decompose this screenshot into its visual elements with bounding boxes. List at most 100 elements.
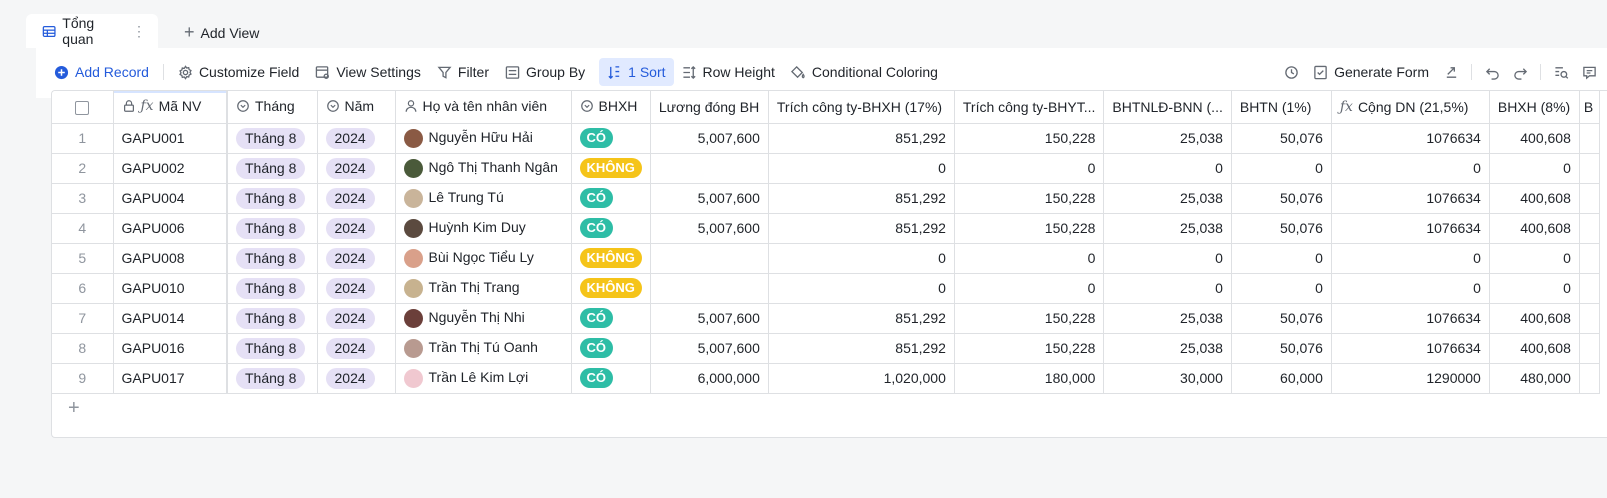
cell-bhxh[interactable]: KHÔNG	[571, 153, 651, 184]
row-number[interactable]: 5	[52, 243, 114, 274]
select-all-cell[interactable]	[52, 91, 114, 124]
cell-thang[interactable]: Tháng 8	[227, 333, 318, 364]
tab-tong-quan[interactable]: Tổng quan ⋮	[26, 14, 158, 48]
cell-thang[interactable]: Tháng 8	[227, 213, 318, 244]
cell-nam[interactable]: 2024	[317, 123, 396, 154]
cell-cty-bhxh[interactable]: 851,292	[768, 123, 955, 154]
cell-ma-nv[interactable]: GAPU004	[113, 183, 228, 214]
cell-cty-bhxh[interactable]: 851,292	[768, 333, 955, 364]
cell-ho-ten[interactable]: Trần Thị Tú Oanh	[395, 333, 572, 364]
cell-cty-bhxh[interactable]: 0	[768, 153, 955, 184]
search-records-button[interactable]	[1547, 58, 1575, 86]
cell-cong-dn[interactable]: 1076634	[1331, 123, 1490, 154]
add-record-button[interactable]: Add Record	[46, 58, 157, 86]
cell-luong[interactable]: 6,000,000	[650, 363, 769, 394]
cell-luong[interactable]: 5,007,600	[650, 183, 769, 214]
cell-overflow[interactable]	[1579, 123, 1600, 154]
cell-bhxh8[interactable]: 400,608	[1489, 333, 1580, 364]
cell-nam[interactable]: 2024	[317, 363, 396, 394]
cell-overflow[interactable]	[1579, 213, 1600, 244]
cell-cty-bhyt[interactable]: 0	[954, 153, 1105, 184]
view-settings-button[interactable]: View Settings	[307, 58, 429, 86]
cell-ma-nv[interactable]: GAPU014	[113, 303, 228, 334]
cell-ma-nv[interactable]: GAPU008	[113, 243, 228, 274]
cell-cty-bhyt[interactable]: 150,228	[954, 333, 1105, 364]
table-row[interactable]: 3 GAPU004 Tháng 8 2024 Lê Trung Tú CÓ 5,007,60…	[52, 183, 1600, 214]
table-row[interactable]: 7 GAPU014 Tháng 8 2024 Nguyễn Thị Nhi CÓ 5,007…	[52, 303, 1600, 334]
cell-ho-ten[interactable]: Huỳnh Kim Duy	[395, 213, 572, 244]
table-row[interactable]: 8 GAPU016 Tháng 8 2024 Trần Thị Tú Oanh CÓ 5,0…	[52, 333, 1600, 364]
col-nam[interactable]: Năm	[317, 91, 396, 124]
cell-bhxh8[interactable]: 400,608	[1489, 213, 1580, 244]
table-row[interactable]: 2 GAPU002 Tháng 8 2024 Ngô Thị Thanh Ngân KHÔ…	[52, 153, 1600, 184]
cell-bhxh[interactable]: CÓ	[571, 333, 651, 364]
cell-cong-dn[interactable]: 1076634	[1331, 333, 1490, 364]
cell-thang[interactable]: Tháng 8	[227, 153, 318, 184]
group-by-button[interactable]: Group By	[497, 58, 593, 86]
col-thang[interactable]: Tháng	[227, 91, 318, 124]
cell-cong-dn[interactable]: 0	[1331, 243, 1490, 274]
cell-luong[interactable]	[650, 273, 769, 304]
cell-bhtn[interactable]: 50,076	[1231, 303, 1332, 334]
cell-bhxh[interactable]: CÓ	[571, 363, 651, 394]
cell-overflow[interactable]	[1579, 303, 1600, 334]
cell-cty-bhyt[interactable]: 150,228	[954, 183, 1105, 214]
cell-bhtn[interactable]: 0	[1231, 243, 1332, 274]
cell-nam[interactable]: 2024	[317, 243, 396, 274]
cell-ma-nv[interactable]: GAPU016	[113, 333, 228, 364]
cell-ma-nv[interactable]: GAPU017	[113, 363, 228, 394]
cell-thang[interactable]: Tháng 8	[227, 303, 318, 334]
cell-bhxh8[interactable]: 0	[1489, 243, 1580, 274]
history-button[interactable]	[1277, 58, 1305, 86]
cell-ho-ten[interactable]: Trần Lê Kim Lợi	[395, 363, 572, 394]
cell-cong-dn[interactable]: 1076634	[1331, 303, 1490, 334]
col-bhxh[interactable]: BHXH	[571, 91, 651, 124]
cell-bhxh8[interactable]: 400,608	[1489, 123, 1580, 154]
cell-bhtnld[interactable]: 25,038	[1103, 123, 1232, 154]
cell-bhxh[interactable]: CÓ	[571, 213, 651, 244]
cell-ho-ten[interactable]: Nguyễn Thị Nhi	[395, 303, 572, 334]
cell-cty-bhxh[interactable]: 0	[768, 273, 955, 304]
cell-luong[interactable]	[650, 153, 769, 184]
redo-button[interactable]	[1506, 58, 1534, 86]
row-number[interactable]: 6	[52, 273, 114, 304]
cell-cong-dn[interactable]: 1076634	[1331, 183, 1490, 214]
cell-bhxh[interactable]: KHÔNG	[571, 243, 651, 274]
col-bhtn[interactable]: BHTN (1%)	[1231, 91, 1332, 124]
select-all-checkbox[interactable]	[75, 100, 90, 115]
cell-ma-nv[interactable]: GAPU006	[113, 213, 228, 244]
cell-luong[interactable]: 5,007,600	[650, 123, 769, 154]
customize-field-button[interactable]: Customize Field	[170, 58, 307, 86]
row-number[interactable]: 7	[52, 303, 114, 334]
row-number[interactable]: 3	[52, 183, 114, 214]
cell-ma-nv[interactable]: GAPU010	[113, 273, 228, 304]
table-row[interactable]: 1 GAPU001 Tháng 8 2024 Nguyễn Hữu Hải CÓ 5,007…	[52, 123, 1600, 154]
cell-cty-bhxh[interactable]: 1,020,000	[768, 363, 955, 394]
conditional-coloring-button[interactable]: Conditional Coloring	[783, 58, 946, 86]
cell-nam[interactable]: 2024	[317, 213, 396, 244]
generate-form-button[interactable]: Generate Form	[1305, 58, 1437, 86]
cell-nam[interactable]: 2024	[317, 153, 396, 184]
cell-thang[interactable]: Tháng 8	[227, 273, 318, 304]
cell-bhxh8[interactable]: 0	[1489, 153, 1580, 184]
cell-bhtnld[interactable]: 0	[1103, 153, 1232, 184]
cell-thang[interactable]: Tháng 8	[227, 363, 318, 394]
cell-cong-dn[interactable]: 1290000	[1331, 363, 1490, 394]
cell-bhtnld[interactable]: 30,000	[1103, 363, 1232, 394]
cell-bhxh8[interactable]: 0	[1489, 273, 1580, 304]
cell-thang[interactable]: Tháng 8	[227, 183, 318, 214]
cell-ho-ten[interactable]: Lê Trung Tú	[395, 183, 572, 214]
cell-bhxh[interactable]: CÓ	[571, 183, 651, 214]
cell-ho-ten[interactable]: Ngô Thị Thanh Ngân	[395, 153, 572, 184]
cell-bhtn[interactable]: 60,000	[1231, 363, 1332, 394]
col-overflow[interactable]: B	[1579, 91, 1600, 124]
cell-luong[interactable]: 5,007,600	[650, 213, 769, 244]
col-cong-dn[interactable]: ƒx Cộng DN (21,5%)	[1331, 91, 1490, 124]
comments-button[interactable]	[1575, 58, 1603, 86]
cell-bhtn[interactable]: 0	[1231, 153, 1332, 184]
row-number[interactable]: 1	[52, 123, 114, 154]
cell-nam[interactable]: 2024	[317, 183, 396, 214]
cell-overflow[interactable]	[1579, 363, 1600, 394]
more-vertical-icon[interactable]: ⋮	[132, 22, 146, 39]
cell-bhxh8[interactable]: 480,000	[1489, 363, 1580, 394]
